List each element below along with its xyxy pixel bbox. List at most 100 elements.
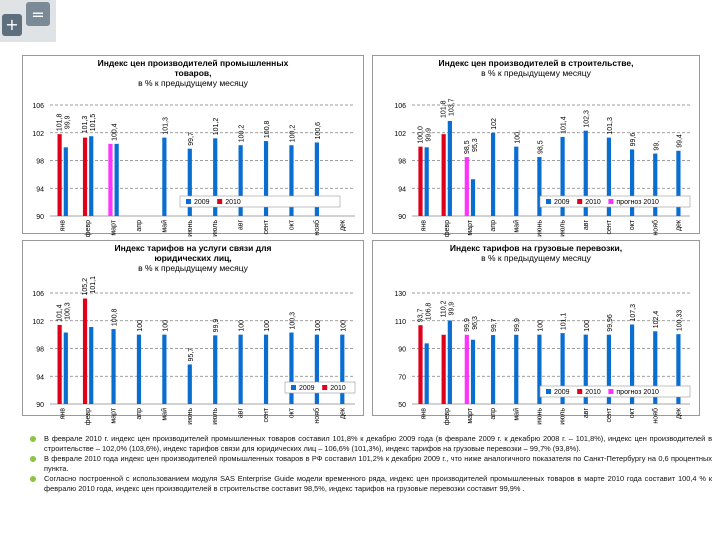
month-tick-label: авг xyxy=(583,408,590,419)
bar-2010 xyxy=(441,334,446,404)
y-tick-label: 50 xyxy=(398,402,406,409)
month-tick-label: дек xyxy=(675,407,682,419)
month-tick-label: окт xyxy=(288,407,295,418)
month-tick-label: апр xyxy=(136,220,143,232)
bar-2009 xyxy=(111,329,116,404)
month-tick-label: июль xyxy=(212,220,219,237)
month-tick-label: нояб xyxy=(313,220,321,236)
legend-label: 2010 xyxy=(330,385,346,392)
construction-chart-title: Индекс цен производителей в строительств… xyxy=(438,58,634,78)
legend-label: 2009 xyxy=(299,385,315,392)
bar-2009 xyxy=(187,364,192,404)
bar-2009 xyxy=(537,334,542,404)
calculator-key-plus xyxy=(2,14,22,36)
bar-2009 xyxy=(470,179,476,216)
data-label: 110,2 xyxy=(441,300,448,317)
data-label: 100,2 xyxy=(289,125,296,143)
data-label: 101,4 xyxy=(561,116,568,134)
bar-2009 xyxy=(537,157,542,216)
month-tick-label: июнь xyxy=(536,408,543,425)
data-label: 101,1 xyxy=(90,276,97,294)
data-label: 101,3 xyxy=(162,117,169,135)
month-tick-label: авг xyxy=(583,220,590,231)
bar-прогноз-2010 xyxy=(464,157,469,216)
y-tick-label: 98 xyxy=(398,159,406,166)
legend-box xyxy=(179,195,341,208)
bar-2009 xyxy=(629,324,635,404)
construction-chart: 90 94 98 102 106 100,0 99,9 янв 101,8 103,7 февр 98… xyxy=(394,98,691,237)
data-label: 101,1 xyxy=(561,312,568,330)
month-tick-label: дек xyxy=(339,219,346,231)
bar-2009 xyxy=(583,334,588,404)
bar-2010 xyxy=(57,324,62,404)
bar-2009 xyxy=(89,326,94,404)
y-tick-label: 98 xyxy=(36,159,44,166)
month-tick-label: апр xyxy=(490,408,497,420)
data-label: 100,0 xyxy=(418,126,425,144)
bar-2009 xyxy=(424,147,429,216)
month-tick-label: июль xyxy=(560,408,567,425)
y-tick-label: 90 xyxy=(36,214,44,221)
data-label: 100,33 xyxy=(676,310,683,332)
bar-2009 xyxy=(514,146,519,216)
data-label: 99,4 xyxy=(676,134,683,148)
bar-2010 xyxy=(418,325,423,404)
data-label: 99,6 xyxy=(630,133,637,147)
legend-swatch xyxy=(546,389,551,394)
legend-label: 2010 xyxy=(585,199,601,206)
month-tick-label: июль xyxy=(212,408,219,425)
y-tick-label: 70 xyxy=(398,374,406,381)
bar-2010 xyxy=(57,134,62,216)
data-label: 99,9 xyxy=(514,318,521,332)
commentary-list: В феврале 2010 г. индекс цен производите… xyxy=(30,434,712,494)
legend-label: прогноз 2010 xyxy=(616,199,659,206)
data-label: 100,2 xyxy=(239,125,246,143)
data-label: 101,3 xyxy=(607,117,614,135)
bar-2009 xyxy=(162,334,167,404)
data-label: 101,8 xyxy=(57,114,64,132)
month-tick-label: февр xyxy=(85,220,92,237)
data-label: 93,7 xyxy=(418,308,425,322)
data-label: 100,8 xyxy=(112,308,119,326)
data-label: 100 xyxy=(239,320,246,332)
legend-label: 2010 xyxy=(225,199,241,206)
bar-2009 xyxy=(560,333,565,404)
month-tick-label: нояб xyxy=(313,408,321,424)
data-label: 105,2 xyxy=(82,278,89,296)
month-tick-label: сент xyxy=(606,407,613,422)
data-label: 100,6 xyxy=(315,122,322,140)
svg-text:=: = xyxy=(31,5,44,24)
data-label: 100 xyxy=(137,320,144,332)
data-label: 99, xyxy=(653,141,660,151)
data-label: 100 xyxy=(537,320,544,332)
month-tick-label: окт xyxy=(629,219,636,230)
industrial-chart-title: Индекс цен производителей промышленных т… xyxy=(97,58,289,88)
bar-2009 xyxy=(263,334,269,404)
month-tick-label: июнь xyxy=(187,220,194,237)
bar-2009 xyxy=(63,332,68,404)
month-tick-label: май xyxy=(512,408,520,421)
bar-2009 xyxy=(470,339,476,404)
bar-2009 xyxy=(447,320,452,404)
bar-2009 xyxy=(314,334,319,404)
month-tick-label: авг xyxy=(238,220,245,231)
bar-прогноз-2010 xyxy=(464,334,469,404)
data-label: 100,4 xyxy=(112,123,119,141)
legend-label: 2009 xyxy=(194,199,210,206)
data-label: 99,96 xyxy=(607,314,614,332)
bar-2009 xyxy=(263,141,269,216)
bar-2009 xyxy=(606,334,612,404)
commentary-item: Согласно построенной с использованием мо… xyxy=(30,474,712,494)
data-label: 99,9 xyxy=(426,128,433,142)
month-tick-label: окт xyxy=(629,407,636,418)
month-tick-label: дек xyxy=(675,219,682,231)
bullet-dot-icon xyxy=(30,436,36,442)
month-tick-label: нояб xyxy=(651,408,659,424)
data-label: 98,5 xyxy=(537,140,544,154)
bar-2009 xyxy=(340,334,345,404)
month-tick-label: июнь xyxy=(187,408,194,425)
data-label: 100, xyxy=(514,130,521,144)
month-tick-label: сент xyxy=(606,219,613,234)
bar-2009 xyxy=(162,137,167,216)
